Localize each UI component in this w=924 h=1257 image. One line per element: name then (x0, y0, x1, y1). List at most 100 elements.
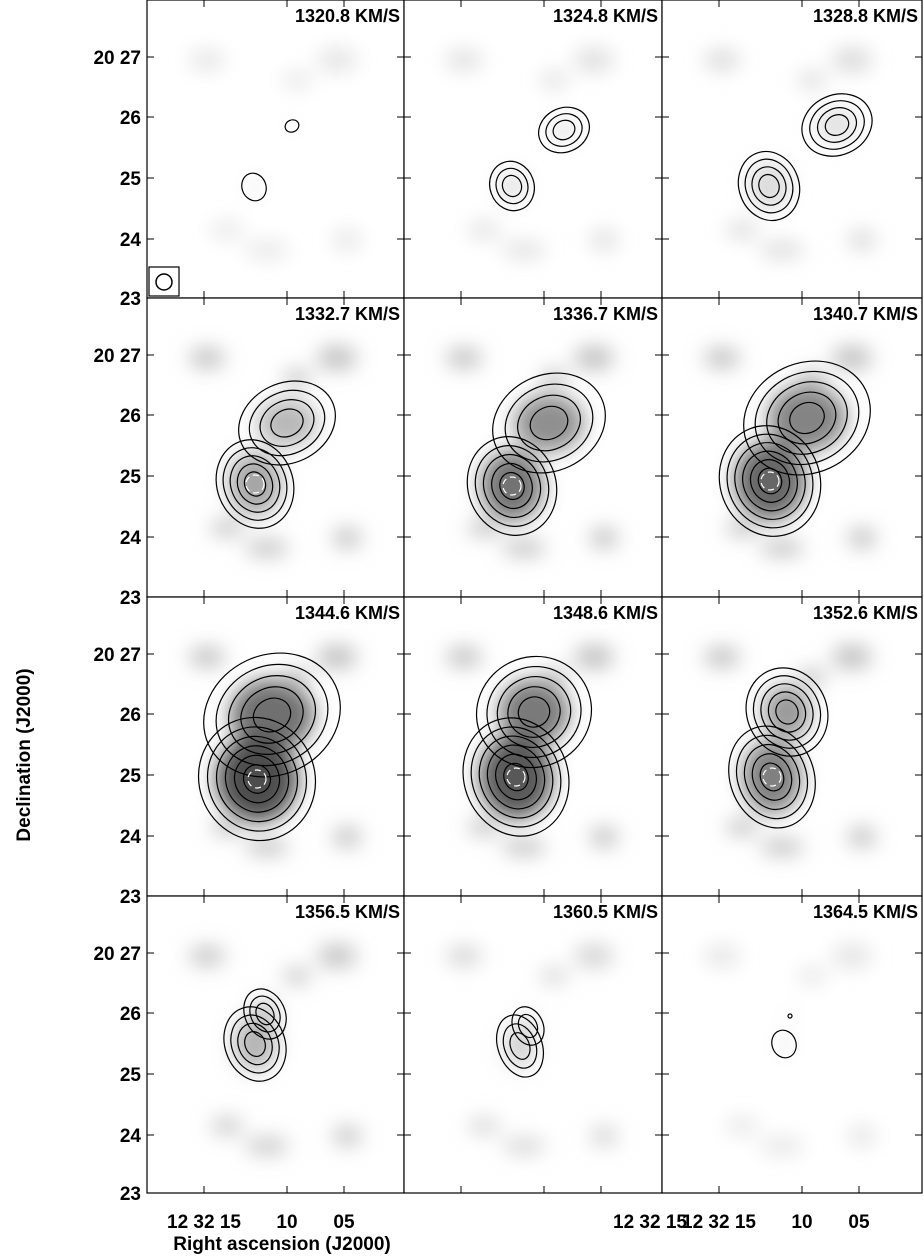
x-axis-label: Right ascension (J2000) (173, 1234, 391, 1255)
velocity-label: 1360.5 KM/S (553, 902, 658, 922)
channel-panel: 1336.7 KM/S (403, 297, 663, 598)
emission-core-south (481, 451, 543, 521)
contour-south (206, 726, 308, 832)
y-tick-label: 23 (120, 588, 141, 609)
contour-north (552, 119, 576, 141)
diffuse-emission (502, 1138, 546, 1154)
contour-north (238, 380, 336, 466)
diffuse-emission (189, 50, 225, 70)
contour-south (229, 455, 281, 513)
contour-south (224, 745, 290, 813)
y-tick-label: 23 (120, 1184, 141, 1205)
contour-north (486, 665, 582, 759)
contour-south (728, 725, 816, 829)
contour-south (742, 450, 798, 512)
tick-marks (147, 0, 404, 298)
contour-north (507, 686, 561, 738)
beam-ellipse (155, 273, 173, 291)
contour-south (242, 764, 272, 794)
greyscale-emission (704, 48, 876, 258)
emission-core-north (815, 107, 859, 143)
contour-north (517, 394, 581, 452)
beam-box (148, 266, 180, 297)
contour-set (496, 1006, 545, 1078)
contour-south (726, 433, 814, 529)
contour-south (501, 174, 523, 198)
channel-panel: 1348.6 KM/S (403, 596, 663, 897)
diffuse-emission (211, 222, 243, 238)
contour-north (496, 676, 572, 748)
diffuse-emission (832, 48, 872, 72)
tick-marks (662, 896, 922, 1193)
contour-south (495, 167, 529, 205)
y-tick-label: 24 (120, 1126, 142, 1147)
contour-south (244, 1031, 266, 1057)
contour-north (809, 100, 865, 150)
contour-set (771, 1013, 797, 1059)
contour-south (735, 734, 809, 820)
contour-south (499, 471, 525, 501)
x-tick-labels: 12 32 15 10 05 12 32 15 10 05 12 32 15 (167, 1212, 870, 1233)
greyscale-emission (446, 944, 618, 1154)
velocity-label: 1356.5 KM/S (295, 902, 400, 922)
diffuse-emission (726, 520, 758, 536)
diffuse-emission (540, 968, 568, 984)
tick-marks (404, 0, 662, 298)
contour-north (816, 107, 858, 143)
diffuse-emission (283, 968, 311, 984)
diffuse-emission (574, 944, 614, 968)
contour-north (517, 696, 551, 728)
greyscale-emission (446, 48, 618, 258)
y-tick-labels: 20 27 26 25 24 23 20 27 26 25 24 23 20 27 26 25 24 23 2… (93, 48, 141, 1205)
diffuse-emission (283, 72, 311, 88)
diffuse-emission (245, 242, 289, 258)
y-tick-label: 26 (120, 705, 141, 726)
diffuse-emission (446, 647, 482, 667)
contour-north (545, 113, 583, 147)
diffuse-emission (333, 827, 361, 847)
tick-marks (662, 0, 922, 298)
peak-contour (245, 474, 265, 494)
diffuse-emission (798, 968, 826, 984)
contour-north (255, 1002, 275, 1026)
diffuse-emission (704, 946, 740, 966)
contour-north (203, 652, 341, 778)
contour-south (743, 743, 801, 811)
diffuse-emission (848, 1126, 876, 1146)
diffuse-emission (704, 50, 740, 70)
diffuse-emission (832, 346, 872, 370)
contour-set (215, 380, 336, 529)
channel-panel: 1320.8 KM/S (146, 0, 405, 299)
greyscale-emission (446, 346, 618, 556)
contour-north (504, 383, 594, 463)
diffuse-emission (317, 48, 357, 72)
y-tick-label: 20 27 (93, 48, 141, 69)
contour-set (462, 655, 593, 837)
emission-core-south (775, 1034, 793, 1054)
contour-south (734, 442, 806, 520)
contour-north (752, 675, 822, 749)
x-tick-label: 12 32 15 (682, 1212, 756, 1233)
diffuse-emission (468, 819, 500, 835)
contour-north (284, 119, 300, 133)
velocity-label: 1320.8 KM/S (295, 6, 400, 26)
greyscale-emission (704, 944, 876, 1154)
y-tick-label: 23 (120, 289, 141, 310)
emission-core-south (496, 168, 528, 204)
channel-panel: 1356.5 KM/S (146, 895, 405, 1194)
greyscale-emission (189, 944, 361, 1154)
contour-north (777, 391, 837, 445)
contour-south (489, 160, 535, 212)
diffuse-emission (798, 669, 826, 685)
emission-core-north (763, 685, 811, 739)
axis-labels: Declination (J2000) Right ascension (J20… (14, 668, 391, 1255)
diffuse-emission (283, 669, 311, 685)
diffuse-emission (211, 520, 243, 536)
contour-north (754, 370, 860, 466)
diffuse-emission (283, 370, 311, 386)
diffuse-emission (726, 222, 758, 238)
contour-north (745, 667, 829, 757)
channel-panel: 1340.7 KM/S (661, 297, 923, 598)
y-tick-label: 20 27 (93, 944, 141, 965)
contour-south (751, 166, 787, 206)
